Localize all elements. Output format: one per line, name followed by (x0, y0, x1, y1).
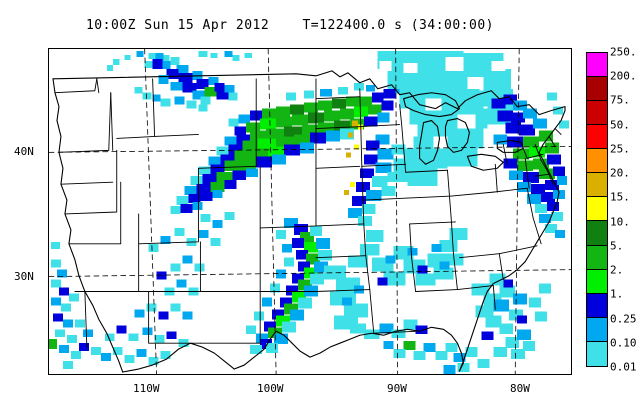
colorbar-tick-2: 75. (610, 93, 630, 107)
colorbar-tick-8: 5. (610, 239, 624, 253)
precip-region-southern-plains-squall (246, 217, 332, 355)
xtick-80w: 80W (510, 382, 530, 395)
pacific-coastline (52, 78, 124, 373)
xtick-100w: 100W (257, 382, 284, 395)
precip-region-southeast-atlantic (383, 273, 552, 374)
colorbar-band-7 (587, 221, 607, 246)
colorbar-tick-6: 15. (610, 190, 630, 204)
colorbar-band-6 (587, 197, 607, 222)
colorbar-tick-0: 250. (610, 45, 637, 59)
figure-title: 10:00Z Sun 15 Apr 2012 T=122400.0 s (34:… (85, 18, 494, 33)
florida-east-coastline (458, 211, 554, 372)
colorbar-band-9 (587, 269, 607, 294)
lake-superior (403, 92, 460, 118)
gulf-coastline (122, 326, 464, 373)
atlantic-coastline (538, 106, 566, 213)
colorbar-band-8 (587, 245, 607, 270)
colorbar-band-1 (587, 77, 607, 102)
precip-region-gulf-coast (323, 227, 468, 340)
colorbar-tick-9: 2. (610, 263, 624, 277)
precip-region-great-lakes-northeast (377, 50, 570, 238)
gridline-lon-80w (514, 49, 520, 374)
xtick-90w: 90W (387, 382, 407, 395)
colorbar-tick-13: 0.01 (610, 360, 637, 374)
colorbar-tick-4: 25. (610, 142, 630, 156)
colorbar-tick-labels: 250. 200. 75. 50. 25. 20. 15. 10. 5. 2. 1. 0.25 0.10… (610, 46, 640, 374)
colorbar-tick-7: 10. (610, 215, 630, 229)
colorbar-band-10 (587, 293, 607, 318)
colorbar-tick-1: 200. (610, 69, 637, 83)
colorbar-band-2 (587, 101, 607, 126)
lake-erie (466, 153, 504, 171)
lake-ontario (496, 139, 524, 153)
gridline-lat-30n (49, 269, 571, 277)
colorbar-band-11 (587, 317, 607, 342)
lake-huron (444, 118, 470, 153)
colorbar-tick-10: 1. (610, 287, 624, 301)
precipitation-field (49, 50, 570, 374)
gridline-lon-90w (395, 49, 399, 374)
map-plot-area (48, 48, 572, 375)
colorbar-band-12 (587, 341, 607, 366)
gridline-lon-110w (144, 49, 157, 374)
colorbar-band-0 (587, 53, 607, 78)
colorbar-tick-12: 0.10 (610, 336, 637, 350)
colorbar-tick-5: 20. (610, 166, 630, 180)
ytick-30n: 30N (14, 270, 34, 283)
precip-region-california-great-basin (49, 211, 235, 370)
colorbar-band-4 (587, 149, 607, 174)
state-boundaries (54, 78, 562, 348)
lake-michigan (419, 120, 441, 165)
gridline-lon-100w (267, 49, 277, 374)
map-geography (49, 49, 571, 374)
ytick-40n: 40N (14, 145, 34, 158)
us-canada-border (52, 70, 566, 116)
precip-region-pacific-northwest (106, 50, 253, 112)
colorbar-tick-3: 50. (610, 118, 630, 132)
gridline-lat-40n (49, 146, 571, 153)
map-canvas (49, 49, 571, 374)
colorbar-band-3 (587, 125, 607, 150)
lat-lon-gridlines (49, 49, 571, 374)
xtick-110w: 110W (133, 382, 160, 395)
colorbar-tick-11: 0.25 (610, 312, 637, 326)
colorbar (586, 52, 608, 367)
colorbar-band-5 (587, 173, 607, 198)
